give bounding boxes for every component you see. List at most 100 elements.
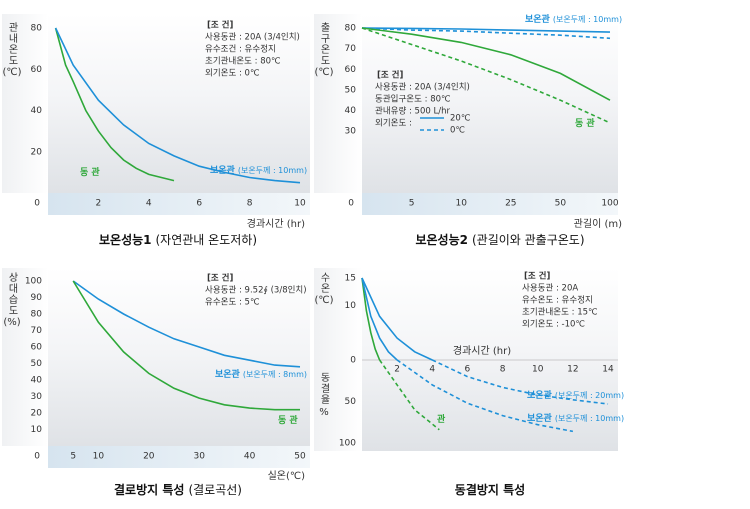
title-sub: (관길이와 관출구온도): [472, 233, 585, 247]
x-axis-label: 경과시간 (hr): [453, 344, 511, 357]
series-label: 동 관: [575, 117, 595, 129]
legend-label: 20℃: [450, 114, 471, 124]
y-axis-unit: (%): [3, 317, 20, 328]
x-tick-label: 10: [455, 199, 467, 209]
series-line: [431, 359, 609, 405]
plot-background: [48, 268, 310, 446]
series-name: 보온관: [527, 412, 553, 424]
series-note: (보온두께 : 10mm): [553, 15, 622, 24]
x-tick-label: 14: [602, 365, 614, 375]
series-line: [396, 359, 574, 433]
y-tick-label: 90: [31, 293, 43, 303]
y-tick-label: 40: [345, 106, 357, 116]
x-tick-label: 8: [247, 199, 253, 209]
axis-column: [314, 268, 362, 451]
x-tick-label: 8: [500, 365, 506, 375]
x-tick-label: 12: [567, 365, 578, 375]
series-label: 보온관 (보온두께 : 20mm): [527, 389, 624, 401]
condition-text: 유수온도 : 5℃: [205, 298, 260, 308]
x-axis-label: 관길이 (m): [574, 217, 622, 230]
series-name: 보온관: [210, 164, 236, 176]
series-line: [361, 277, 433, 361]
series-label: 동 관: [278, 414, 298, 426]
x-tick-label: 20: [143, 452, 155, 462]
x-tick-label: 2: [394, 365, 400, 375]
condition-text: 사용동관 : 20A (3/4인치): [205, 32, 300, 43]
y2-tick-label: 100: [339, 439, 356, 449]
y-tick-label: 60: [31, 65, 43, 75]
x-tick-label: 5: [409, 199, 415, 209]
condition-text: 외기온도 : 0℃: [205, 68, 260, 79]
condition-text: 외기온도 : -10℃: [522, 319, 585, 330]
y-tick-label: 30: [31, 392, 43, 402]
series-note: (보온두께 : 20mm): [555, 391, 624, 400]
series-label: 보온관 (보온두께 : 8mm): [215, 368, 307, 380]
x-tick-label: 10: [532, 365, 544, 375]
y-tick-label: 15: [345, 274, 356, 284]
y-tick-label: 80: [31, 24, 43, 34]
y-axis-label: 수온: [318, 272, 330, 294]
title-sub: (결로곡선): [188, 483, 242, 497]
x-tick-label: 5: [70, 452, 76, 462]
x-tick-label: 2: [96, 199, 102, 209]
y-tick-label: 60: [31, 343, 43, 353]
y-tick-label: 30: [345, 127, 357, 137]
x-tick-label: 0: [34, 452, 40, 462]
x-tick-label: 6: [196, 199, 202, 209]
series-line: [72, 280, 301, 368]
y-tick-label: 70: [31, 326, 43, 336]
x-tick-label: 10: [93, 452, 105, 462]
series-line: [361, 27, 611, 124]
title-main: 보온성능1: [99, 232, 152, 247]
condition-text: [조 건]: [524, 271, 550, 282]
plot-background: [362, 14, 618, 193]
chart-title: 보온성능2 (관길이와 관출구온도): [415, 232, 584, 247]
plot-background: [48, 14, 310, 193]
series-label: 보온관 (보온두께 : 10mm): [210, 164, 307, 176]
x-tick-label: 30: [193, 452, 205, 462]
y-tick-label: 20: [31, 147, 43, 157]
x-axis-label: 실온(℃): [268, 470, 306, 482]
condition-text: 사용동관 : 20A (3/4인치): [375, 82, 470, 93]
title-main: 동결방지 특성: [455, 482, 525, 497]
series-note: (보온두께 : 10mm): [555, 414, 624, 423]
series-line: [54, 27, 175, 182]
series-line: [361, 27, 611, 40]
series-line: [361, 27, 611, 101]
series-note: (보온두께 : 10mm): [238, 166, 307, 175]
series-name: 보온관: [525, 13, 551, 25]
x-tick-label: 25: [505, 199, 516, 209]
series-line: [378, 359, 440, 431]
y-tick-label: 80: [31, 310, 43, 320]
series-line: [54, 27, 301, 184]
title-main: 결로방지 특성: [114, 482, 184, 497]
axis-column: [314, 14, 362, 193]
x-tick-label: 100: [601, 199, 618, 209]
y-tick-label: 100: [25, 277, 42, 287]
y2-tick-label: 50: [345, 397, 357, 407]
y-tick-label: 50: [345, 85, 357, 95]
x-tick-label: 4: [429, 365, 435, 375]
x-tick-label: 4: [146, 199, 152, 209]
y-axis-label: 상대습도: [6, 272, 18, 316]
axis-column: [2, 268, 48, 446]
x-tick-label: 6: [465, 365, 471, 375]
axis-column: [2, 14, 48, 193]
condition-text: 사용동관 : 20A: [522, 283, 578, 294]
series-name: 보온관: [527, 389, 553, 401]
y2-axis-label: 동결율: [318, 372, 330, 405]
series-label: 관: [437, 413, 446, 425]
y-axis-unit: (℃): [2, 67, 21, 78]
legend-label: 0℃: [450, 126, 465, 136]
condition-text: 사용동관 : 9.52∮ (3/8인치): [205, 285, 307, 296]
y-tick-label: 10: [345, 301, 357, 311]
y-tick-label: 80: [345, 24, 357, 34]
condition-text: 초기관내온도 : 15℃: [522, 307, 598, 318]
y-axis-unit: (℃): [314, 67, 333, 78]
x-tick-label: 0: [34, 199, 40, 209]
condition-text: [조 건]: [207, 273, 233, 284]
series-name: 관: [437, 413, 446, 425]
condition-text: 관내유량 : 500 L/hr: [375, 106, 450, 117]
y-tick-label: 60: [345, 65, 357, 75]
